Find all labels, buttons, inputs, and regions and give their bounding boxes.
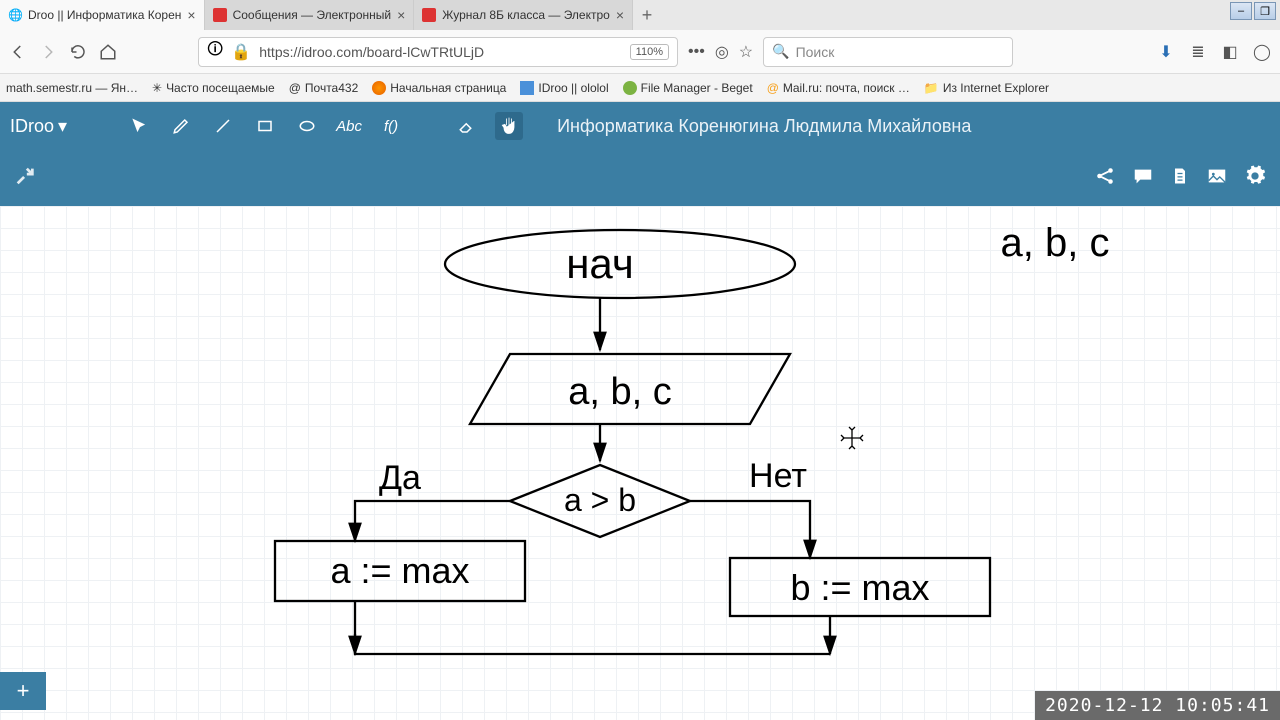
lock-icon: 🔒 bbox=[231, 42, 251, 62]
search-field[interactable]: 🔍 Поиск bbox=[763, 37, 1013, 67]
beget-icon bbox=[623, 81, 637, 95]
bookmark-item[interactable]: 📁Из Internet Explorer bbox=[924, 81, 1049, 95]
close-icon[interactable]: × bbox=[187, 7, 195, 23]
pan-tool[interactable] bbox=[495, 112, 523, 140]
minimize-button[interactable]: – bbox=[1230, 2, 1252, 20]
window-controls: – ❐ bbox=[1230, 2, 1276, 20]
bookmark-item[interactable]: @Mail.ru: почта, поиск … bbox=[767, 81, 910, 95]
bookmark-item[interactable]: @Почта432 bbox=[289, 81, 359, 95]
doc-icon bbox=[213, 8, 227, 22]
bookmark-item[interactable]: Начальная страница bbox=[372, 81, 506, 95]
reader-icon[interactable]: ◎ bbox=[715, 42, 729, 62]
svg-text:a, b, c: a, b, c bbox=[1001, 221, 1110, 265]
bookmark-item[interactable]: IDroo || ololol bbox=[520, 81, 608, 95]
svg-text:b := max: b := max bbox=[790, 567, 929, 608]
svg-text:a := max: a := max bbox=[330, 550, 469, 591]
chevron-down-icon: ▾ bbox=[58, 116, 67, 137]
bookmarks-bar: math.semestr.ru — Ян… ✳Часто посещаемые … bbox=[0, 74, 1280, 102]
add-board-button[interactable]: + bbox=[0, 672, 46, 710]
rect-tool[interactable] bbox=[251, 112, 279, 140]
svg-text:a > b: a > b bbox=[564, 482, 636, 518]
globe-icon: 🌐 bbox=[8, 8, 22, 22]
tab-title: Droo || Информатика Корен bbox=[28, 8, 181, 22]
bookmark-item[interactable]: ✳Часто посещаемые bbox=[152, 81, 275, 95]
back-button[interactable] bbox=[8, 42, 28, 62]
document-icon[interactable] bbox=[1170, 165, 1190, 192]
recording-timestamp: 2020-12-12 10:05:41 bbox=[1035, 691, 1280, 720]
tab-2[interactable]: Сообщения — Электронный × bbox=[205, 0, 415, 30]
library-icon[interactable]: ≣ bbox=[1188, 42, 1208, 62]
tab-3[interactable]: Журнал 8Б класса — Электро × bbox=[414, 0, 633, 30]
bookmark-item[interactable]: File Manager - Beget bbox=[623, 81, 753, 95]
forward-button[interactable] bbox=[38, 42, 58, 62]
download-icon[interactable]: ⬇ bbox=[1156, 42, 1176, 62]
tab-1[interactable]: 🌐 Droo || Информатика Корен × bbox=[0, 0, 205, 30]
url-field[interactable]: 🛈 🔒 https://idroo.com/board-lCwTRtULjD 1… bbox=[198, 37, 678, 67]
tab-title: Сообщения — Электронный bbox=[233, 8, 392, 22]
reload-button[interactable] bbox=[68, 42, 88, 62]
home-button[interactable] bbox=[98, 42, 118, 62]
browser-titlebar: 🌐 Droo || Информатика Корен × Сообщения … bbox=[0, 0, 1280, 30]
search-icon: 🔍 bbox=[772, 43, 789, 60]
app-toolbar: IDroo▾ Abc f() Информатика Коренюгина Лю… bbox=[0, 102, 1280, 150]
eraser-tool[interactable] bbox=[453, 112, 481, 140]
whiteboard-canvas[interactable]: нач a, b, c a > b Да Нет a := max b := max a, b… bbox=[0, 206, 1280, 720]
tab-strip: 🌐 Droo || Информатика Корен × Сообщения … bbox=[0, 0, 661, 30]
new-tab-button[interactable]: + bbox=[633, 0, 661, 30]
expand-icon[interactable] bbox=[14, 165, 36, 192]
pen-tool[interactable] bbox=[167, 112, 195, 140]
svg-text:Нет: Нет bbox=[749, 457, 807, 495]
select-tool[interactable] bbox=[125, 112, 153, 140]
formula-tool[interactable]: f() bbox=[377, 112, 405, 140]
app-brand[interactable]: IDroo▾ bbox=[10, 116, 67, 137]
svg-text:нач: нач bbox=[566, 240, 634, 287]
ellipse-tool[interactable] bbox=[293, 112, 321, 140]
tab-title: Журнал 8Б класса — Электро bbox=[442, 8, 610, 22]
firefox-icon bbox=[372, 81, 386, 95]
search-placeholder: Поиск bbox=[796, 44, 835, 60]
idroo-icon bbox=[520, 81, 534, 95]
doc-icon bbox=[422, 8, 436, 22]
app-subheader bbox=[0, 150, 1280, 206]
star-icon: ✳ bbox=[152, 81, 162, 95]
sidebar-icon[interactable]: ◧ bbox=[1220, 42, 1240, 62]
folder-icon: 📁 bbox=[924, 81, 939, 95]
chat-icon[interactable] bbox=[1132, 165, 1154, 192]
close-icon[interactable]: × bbox=[397, 7, 405, 23]
svg-text:a, b, c: a, b, c bbox=[568, 371, 672, 413]
mail-icon: @ bbox=[289, 81, 301, 95]
share-icon[interactable] bbox=[1094, 165, 1116, 192]
account-icon[interactable]: ◯ bbox=[1252, 42, 1272, 62]
maximize-button[interactable]: ❐ bbox=[1254, 2, 1276, 20]
mailru-icon: @ bbox=[767, 81, 779, 95]
bookmark-item[interactable]: math.semestr.ru — Ян… bbox=[6, 81, 138, 95]
star-icon[interactable]: ☆ bbox=[739, 42, 753, 62]
close-icon[interactable]: × bbox=[616, 7, 624, 23]
image-icon[interactable] bbox=[1206, 165, 1228, 192]
line-tool[interactable] bbox=[209, 112, 237, 140]
svg-text:Да: Да bbox=[379, 459, 421, 497]
board-title: Информатика Коренюгина Людмила Михайловн… bbox=[557, 116, 971, 137]
url-text: https://idroo.com/board-lCwTRtULjD bbox=[259, 44, 621, 60]
meatball-icon[interactable]: ••• bbox=[688, 43, 705, 61]
zoom-badge[interactable]: 110% bbox=[630, 44, 669, 60]
board-actions bbox=[1094, 165, 1266, 192]
text-tool[interactable]: Abc bbox=[335, 112, 363, 140]
gear-icon[interactable] bbox=[1244, 165, 1266, 192]
address-bar: 🛈 🔒 https://idroo.com/board-lCwTRtULjD 1… bbox=[0, 30, 1280, 74]
shield-icon: 🛈 bbox=[207, 38, 223, 65]
flowchart-drawing: нач a, b, c a > b Да Нет a := max b := max a, b… bbox=[0, 206, 1280, 720]
